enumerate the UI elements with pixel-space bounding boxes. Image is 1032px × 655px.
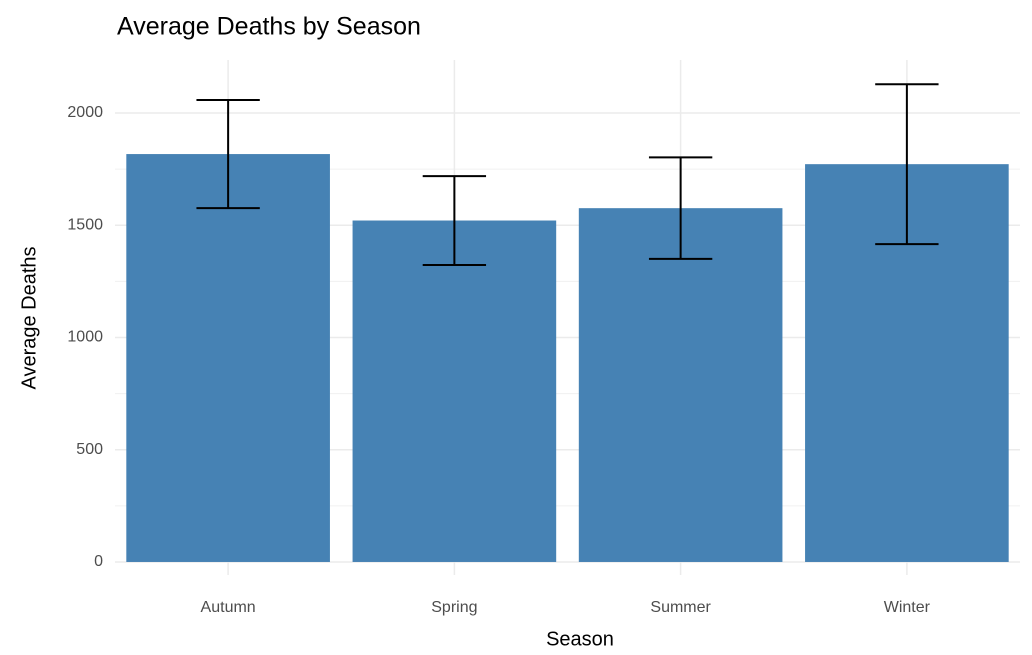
error-bar [648, 156, 713, 260]
error-bar [422, 175, 487, 266]
x-tick-label: Winter [884, 599, 931, 616]
x-tick-label: Autumn [201, 599, 256, 616]
y-tick-label: 2000 [67, 104, 103, 121]
x-tick-label: Summer [650, 599, 711, 616]
y-tick-label: 0 [94, 553, 103, 570]
y-tick-label: 500 [76, 441, 103, 458]
bar [352, 220, 557, 562]
x-tick-label: Spring [431, 599, 477, 616]
error-bar [196, 98, 260, 210]
y-tick-label: 1000 [67, 329, 103, 346]
error-bar [875, 83, 939, 246]
y-tick-label: 1500 [67, 216, 103, 233]
bar [578, 208, 783, 562]
x-axis-label: Season [546, 628, 614, 650]
chart-title: Average Deaths by Season [117, 13, 421, 41]
y-axis-label: Average Deaths [18, 246, 40, 389]
bar [126, 154, 330, 562]
